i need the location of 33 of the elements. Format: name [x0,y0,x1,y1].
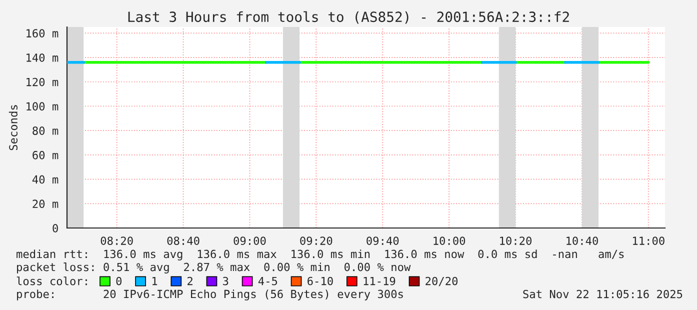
x-tick-label: 09:20 [300,236,332,245]
legend-label: 3 [223,276,228,286]
legend-label: 20/20 [426,276,458,286]
y-tick-label: 20 m [32,200,58,208]
chart-title: Last 3 Hours from tools to (AS852) - 2001:56A:2:3::f2 [128,11,569,24]
y-axis-title: Seconds [8,105,18,150]
y-tick-label: 140 m [26,53,58,62]
text: probe: 20 IPv6-ICMP Echo Pings (56 Bytes) every 300s [17,290,403,300]
y-tick-label: 0 [52,224,58,232]
x-tick-label: 09:40 [366,236,399,245]
x-tick-label: 10:40 [566,236,598,245]
x-tick-label: 09:00 [234,236,266,245]
x-tick-label: 10:00 [434,236,466,245]
text: packet loss: 0.51 % avg 2.87 % max 0.00 % min 0.00 % now [17,262,411,274]
x-tick-label: 10:20 [500,236,532,245]
x-tick-label: 08:20 [100,236,133,245]
legend-label: 0 [116,276,122,286]
x-tick-label: 08:40 [167,236,200,245]
y-tick-label: 160 m [26,29,58,38]
y-tick-label: 40 m [32,175,58,184]
legend-label: 1 [152,276,158,286]
y-tick-label: 80 m [32,126,58,135]
legend-label: 4-5 [258,276,278,286]
x-tick-label: 11:00 [633,236,664,245]
legend-label: 2 [188,276,192,286]
legend-label: 11-19 [364,276,396,286]
text: median rtt: 136.0 ms avg 136.0 ms max 136.0 ms min 136.0 ms now 0.0 ms sd -nan am/s [16,250,624,260]
y-tick-label: 60 m [32,150,58,160]
y-tick-label: 100 m [26,102,58,111]
text: Sat Nov 22 11:05:16 2025 [523,290,682,298]
legend-label: 6-10 [308,276,333,286]
legend-title: loss color: [16,276,87,286]
y-tick-label: 120 m [26,78,58,86]
